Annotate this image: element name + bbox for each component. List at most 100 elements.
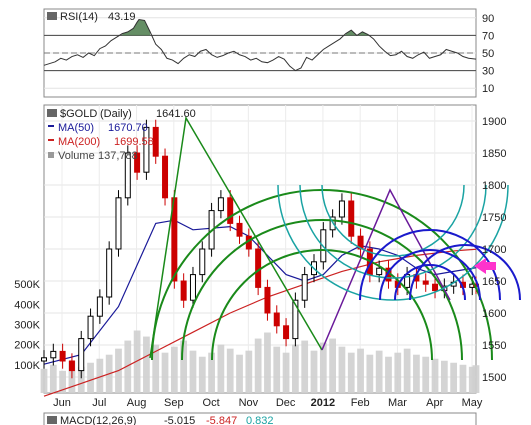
rsi-tick-label: 10 [482,83,494,95]
ma200-legend-swatch [48,139,54,141]
volume-bar [468,366,476,393]
ma50-legend-value: 1670.70 [108,122,148,134]
annotation-purple-trendline [321,188,451,351]
candle-body [180,280,187,301]
x-tick-label: Dec [276,397,296,409]
candle-body [432,283,439,292]
ma50-legend-swatch [48,125,54,127]
candle-body [422,280,429,285]
x-tick-label: Nov [239,397,259,409]
volume-bar [161,352,169,393]
price-tick-label: 1850 [482,148,506,160]
rsi-tick-label: 70 [482,30,494,42]
annotation-green-trendline [149,115,323,359]
volume-bar [189,350,197,393]
volume-bar [180,340,188,393]
candle-body [115,197,122,250]
candle-body [227,197,234,224]
macd-legend-hist: 0.832 [246,415,274,425]
rsi-legend-value: 43.19 [108,11,136,23]
candle-body [87,315,94,340]
x-tick-label: Feb [351,397,370,409]
x-tick-label: Sep [164,397,184,409]
price-tick-label: 1550 [482,340,506,352]
volume-bar [87,362,94,393]
volume-tick-label: 500K [14,279,40,291]
ma50-series-line [43,219,477,365]
candle-body [273,312,280,327]
volume-tick-label: 400K [14,299,40,311]
volume-bar [217,344,225,393]
volume-tick-label: 200K [14,340,40,352]
volume-bar [226,348,234,393]
price-legend-last: 1641.60 [156,108,196,120]
x-tick-label: Jun [53,397,71,409]
candle-body [59,350,66,362]
candle-body [301,274,308,301]
volume-legend-label: Volume [58,150,95,162]
price-legend-period: (Daily) [100,108,132,120]
volume-bar [40,368,48,393]
volume-bar [254,338,262,393]
volume-bar [236,354,243,393]
annotation-green-arc-2 [181,219,463,361]
candle-body [217,197,224,212]
rsi-tick-label: 90 [482,13,494,25]
candle-body [376,267,383,276]
candle-body [50,350,57,359]
volume-bar [264,332,271,393]
x-tick-label: Apr [426,397,443,409]
volume-bar [59,370,66,393]
volume-bar [77,366,85,393]
volume-legend-value: 137,788 [98,150,138,162]
volume-bar [152,344,160,393]
ma200-legend-value: 1699.58 [114,136,154,148]
volume-bar [133,330,141,393]
macd-legend-label: MACD(12,26,9) [60,415,136,425]
volume-bar [431,358,439,393]
volume-bar [96,358,104,393]
volume-tick-label: 300K [14,320,40,332]
x-tick-label: May [462,397,483,409]
annotation-teal-arc-3 [321,184,465,257]
rsi-line [43,19,477,72]
annotation-magenta-arrow [474,258,496,274]
candle-body [152,126,159,157]
volume-bar [124,340,132,393]
x-tick-label: 2012 [311,397,335,409]
candle-body [236,222,243,237]
candle-body [134,152,141,173]
candle-body [41,357,47,362]
volume-bar [366,354,374,393]
price-tick-label: 1600 [482,308,506,320]
candle-body [292,299,299,340]
annotation-blue-arc-4 [409,244,521,301]
candle-body [189,274,196,301]
ma200-legend-label: MA(200) [58,136,100,148]
volume-bar [143,336,150,393]
volume-bar [329,338,336,393]
annotation-green-arc-3 [211,249,433,361]
x-tick-label: Aug [127,397,147,409]
price-legend: $GOLD (Daily) 1641.60 MA(50) 1670.70 MA(… [47,108,196,162]
volume-bar [319,342,327,393]
volume-bar [357,348,364,393]
volume-bar [273,346,281,393]
macd-legend-macd: -5.015 [164,415,195,425]
volume-bar [385,356,392,393]
macd-panel: MACD(12,26,9) -5.015 -5.847 0.832 [43,412,477,425]
ma50-legend-label: MA(50) [58,122,94,134]
price-panel: 1900 1850 1800 1750 1700 1650 1600 1550 1500 500… [14,104,521,409]
candle-body [264,286,271,314]
macd-legend-signal: -5.847 [206,415,237,425]
volume-bar [422,356,430,393]
candle-body [106,248,113,298]
volume-legend-swatch [48,152,54,158]
price-tick-label: 1800 [482,180,506,192]
annotation-blue-arc-3 [394,264,466,301]
annotation-layer [149,115,521,361]
volume-bar [394,352,402,393]
volume-bar [282,352,290,393]
